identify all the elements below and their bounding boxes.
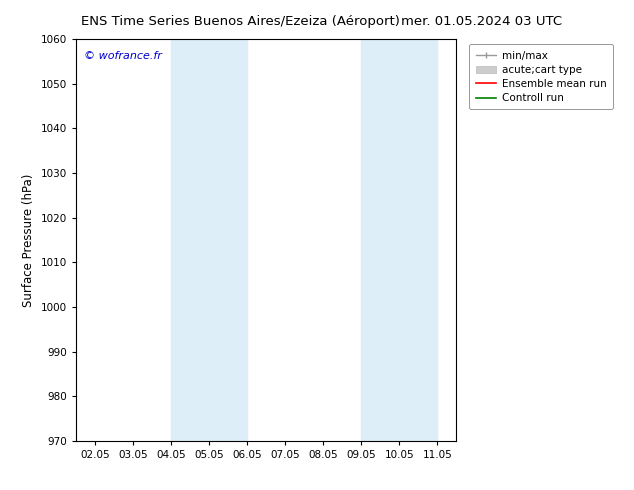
Bar	[361, 39, 437, 441]
Legend: min/max, acute;cart type, Ensemble mean run, Controll run: min/max, acute;cart type, Ensemble mean …	[469, 45, 612, 109]
Text: © wofrance.fr: © wofrance.fr	[84, 51, 162, 61]
Y-axis label: Surface Pressure (hPa): Surface Pressure (hPa)	[22, 173, 36, 307]
Bar	[171, 39, 247, 441]
Text: mer. 01.05.2024 03 UTC: mer. 01.05.2024 03 UTC	[401, 15, 562, 28]
Text: ENS Time Series Buenos Aires/Ezeiza (Aéroport): ENS Time Series Buenos Aires/Ezeiza (Aér…	[82, 15, 400, 28]
